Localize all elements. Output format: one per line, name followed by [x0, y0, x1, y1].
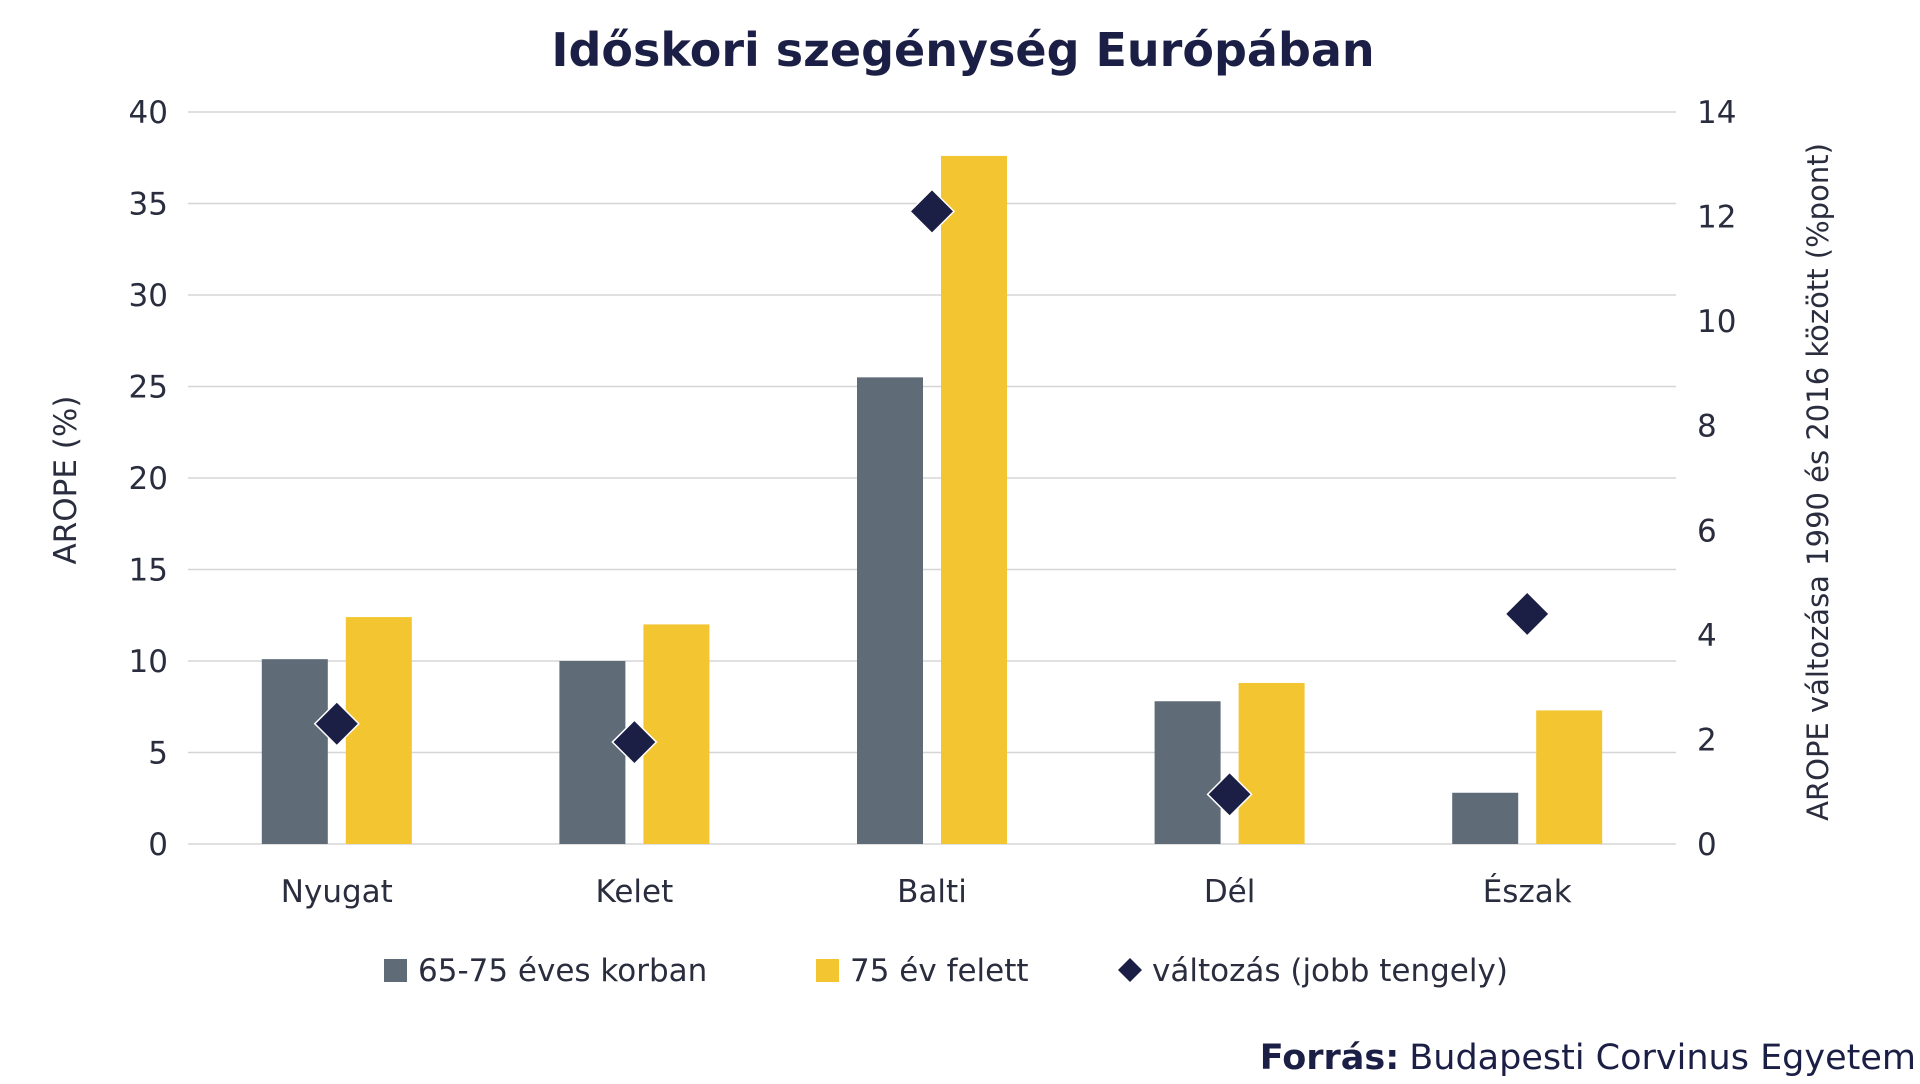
right-axis-label: AROPE változása 1990 és 2016 között (%po… — [1801, 143, 1835, 821]
bar-65-75 — [559, 661, 626, 844]
left-tick-label: 40 — [129, 95, 168, 131]
legend-item: 65-75 éves korban — [384, 953, 707, 989]
bar-65-75 — [1452, 792, 1519, 844]
category-label: Dél — [1204, 874, 1256, 910]
legend-swatch — [384, 959, 407, 982]
change-marker — [313, 700, 360, 747]
left-axis-ticks: 0 5 10 15 20 25 30 35 40 — [129, 95, 168, 863]
bar-75-plus — [1238, 682, 1305, 844]
change-marker — [611, 718, 658, 766]
grid-lines — [188, 111, 1676, 845]
right-tick-label: 6 — [1697, 513, 1717, 549]
bar-65-75 — [857, 377, 923, 844]
bar-65-75 — [261, 659, 328, 844]
left-tick-label: 20 — [129, 461, 168, 497]
right-tick-label: 12 — [1697, 200, 1736, 236]
legend-label: 75 év felett — [850, 953, 1029, 989]
source-label: Forrás: — [1260, 1038, 1400, 1078]
right-axis-ticks: 0 2 4 6 8 10 12 14 — [1697, 95, 1736, 863]
left-tick-label: 15 — [129, 553, 168, 589]
legend-item: 75 év felett — [816, 953, 1029, 989]
legend-swatch — [1118, 958, 1142, 982]
source-text: Budapesti Corvinus Egyetem — [1409, 1038, 1916, 1078]
right-tick-label: 4 — [1697, 618, 1717, 654]
left-tick-label: 30 — [129, 278, 168, 314]
right-tick-label: 8 — [1697, 409, 1717, 445]
right-tick-label: 10 — [1697, 304, 1736, 340]
category-label: Észak — [1483, 874, 1572, 910]
bar-75-plus — [643, 624, 710, 844]
left-tick-label: 35 — [129, 187, 168, 223]
bar-65-75 — [1154, 701, 1221, 844]
legend-label: 65-75 éves korban — [418, 953, 707, 989]
right-tick-label: 2 — [1697, 722, 1717, 758]
change-marker — [908, 188, 956, 235]
left-tick-label: 10 — [129, 644, 168, 680]
legend-swatch — [816, 959, 839, 982]
category-label: Balti — [897, 874, 967, 910]
legend-item: változás (jobb tengely) — [1118, 953, 1508, 989]
bar-75-plus — [1536, 710, 1603, 844]
chart-title: Időskori szegénység Európában — [551, 23, 1374, 77]
bar-75-plus — [941, 155, 1007, 845]
legend: 65-75 éves korban 75 év felett változás (j… — [384, 953, 1508, 989]
left-tick-label: 5 — [148, 736, 168, 772]
legend-label: változás (jobb tengely) — [1152, 953, 1508, 989]
change-marker — [1504, 590, 1551, 638]
change-marker — [1206, 771, 1253, 818]
bars — [261, 155, 1603, 845]
category-label: Nyugat — [281, 874, 393, 910]
change-markers — [313, 188, 1551, 818]
right-tick-label: 14 — [1697, 95, 1736, 131]
left-axis-label: AROPE (%) — [48, 396, 84, 565]
source-note: Forrás: Budapesti Corvinus Egyetem — [1260, 1038, 1916, 1078]
left-tick-label: 0 — [148, 827, 168, 863]
right-tick-label: 0 — [1697, 827, 1717, 863]
bar-75-plus — [345, 617, 412, 844]
left-tick-label: 25 — [129, 370, 168, 406]
category-labels: Nyugat Kelet Balti Dél Észak — [281, 874, 1572, 910]
category-label: Kelet — [596, 874, 674, 910]
